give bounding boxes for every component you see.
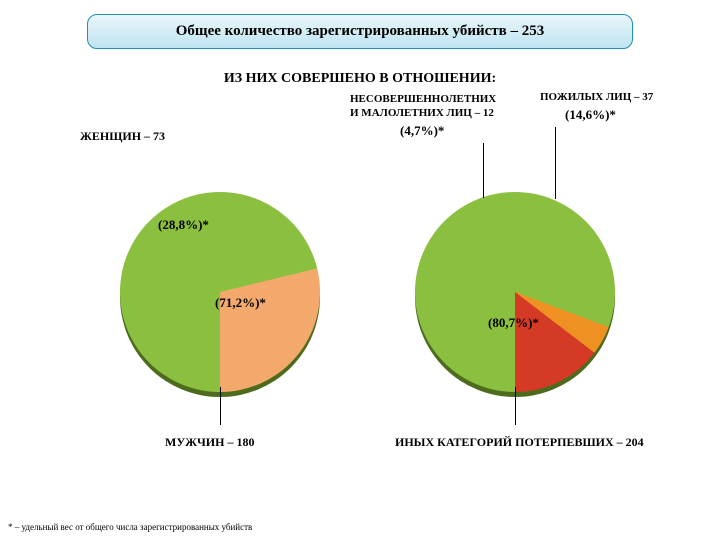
pie-right: [415, 192, 615, 392]
title-banner: Общее количество зарегистрированных убий…: [87, 14, 633, 49]
pie-left: [120, 192, 320, 392]
charts-area: ЖЕНЩИН – 73 (28,8%)* (71,2%)* МУЖЧИН – 1…: [0, 87, 720, 467]
subtitle: ИЗ НИХ СОВЕРШЕНО В ОТНОШЕНИИ:: [0, 71, 720, 87]
label-minors-line2: И МАЛОЛЕТНИХ ЛИЦ – 12: [350, 107, 494, 119]
label-elderly: ПОЖИЛЫХ ЛИЦ – 37: [540, 91, 653, 103]
leader-line: [555, 127, 556, 199]
label-women: ЖЕНЩИН – 73: [80, 129, 165, 144]
pct-elderly: (14,6%)*: [565, 107, 616, 123]
pct-men: (71,2%)*: [215, 295, 266, 311]
leader-line: [220, 387, 221, 425]
leader-line: [515, 387, 516, 425]
label-other: ИНЫХ КАТЕГОРИЙ ПОТЕРПЕВШИХ – 204: [395, 435, 644, 450]
pct-other: (80,7%)*: [488, 315, 539, 331]
pct-women: (28,8%)*: [158, 217, 209, 233]
footnote: * – удельный вес от общего числа зарегис…: [8, 522, 252, 532]
label-men: МУЖЧИН – 180: [165, 435, 254, 450]
label-minors-line1: НЕСОВЕРШЕННОЛЕТНИХ: [350, 93, 496, 105]
leader-line: [483, 143, 484, 198]
pct-minors: (4,7%)*: [400, 123, 444, 139]
